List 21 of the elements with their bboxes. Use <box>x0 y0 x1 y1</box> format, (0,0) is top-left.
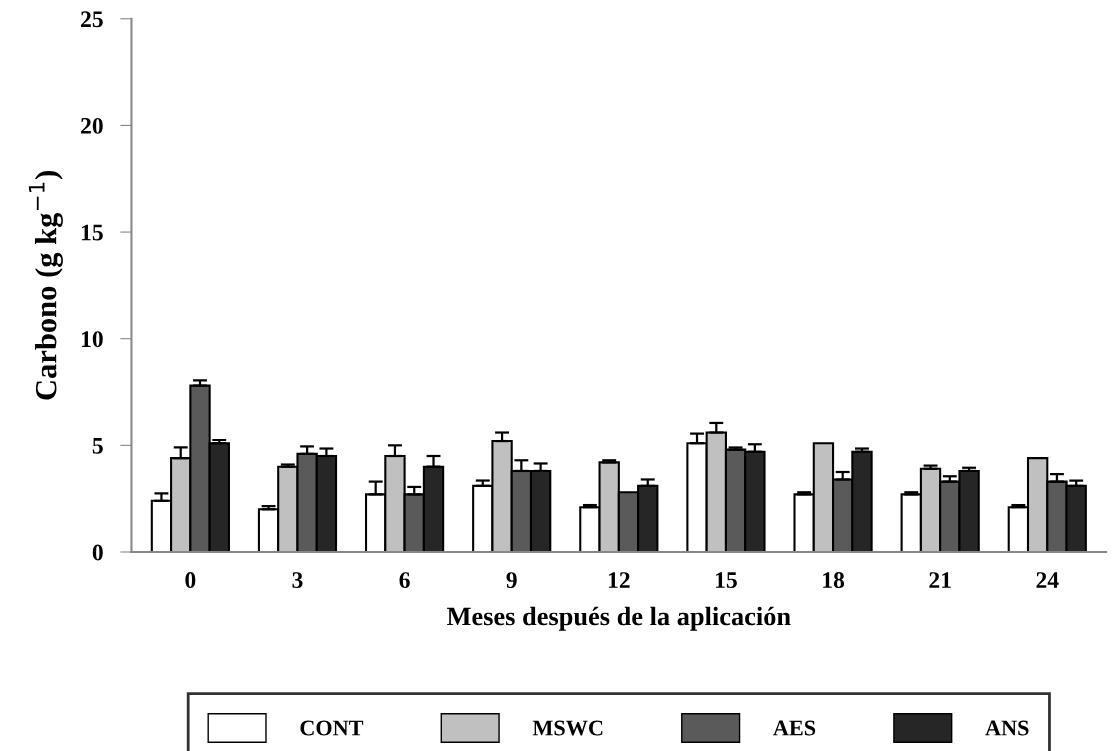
legend-label: AES <box>773 720 816 736</box>
legend-label: ANS <box>985 720 1029 736</box>
y-tick-label: 0 <box>92 544 103 561</box>
y-tick-label: 10 <box>81 331 103 348</box>
x-axis-title: Meses después de la aplicación <box>447 606 791 631</box>
x-tick-label: 21 <box>929 572 951 588</box>
y-axis-title: Carbono (g kg$^{−1}$) <box>28 171 63 400</box>
y-tick-label: 15 <box>81 224 103 241</box>
legend-label: MSWC <box>532 720 603 736</box>
x-tick-label: 24 <box>1036 572 1059 588</box>
x-tick-label: 12 <box>608 572 630 588</box>
y-tick-label: 20 <box>81 117 103 134</box>
y-tick-label: 25 <box>81 11 103 28</box>
x-tick-label: 0 <box>185 572 196 589</box>
y-tick-label: 5 <box>92 438 103 454</box>
x-tick-label: 9 <box>506 572 517 589</box>
x-tick-label: 6 <box>399 572 410 589</box>
legend-label: CONT <box>300 720 364 736</box>
x-tick-label: 15 <box>716 572 737 589</box>
x-tick-label: 18 <box>823 572 845 589</box>
x-tick-label: 3 <box>292 572 303 589</box>
